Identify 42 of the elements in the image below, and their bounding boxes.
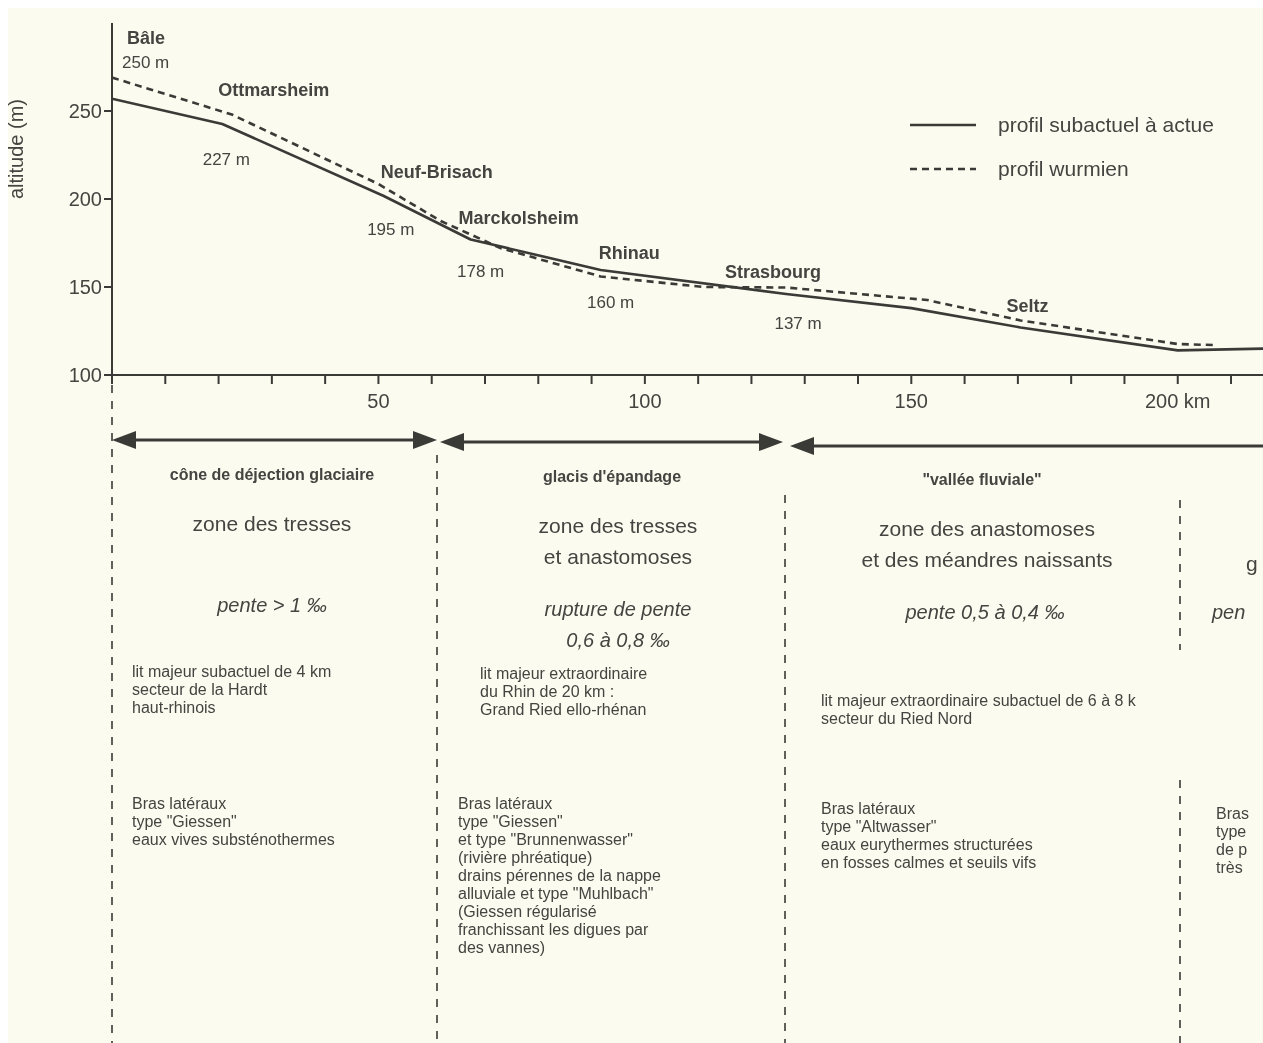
- text: glacis d'épandage: [542, 468, 682, 486]
- text: pente 0,5 à 0,4 ‰: [905, 600, 1065, 625]
- text: g: [1246, 551, 1258, 577]
- annotation: 160 m: [587, 292, 635, 313]
- annotation: 137 m: [774, 314, 822, 335]
- annotation: 178 m: [456, 262, 505, 283]
- annotation: 250 m: [122, 52, 170, 73]
- text: zone des anastomoses et des méandres naissants: [861, 516, 1113, 573]
- x-tick-label: 100: [628, 390, 662, 413]
- text: zone des tresses: [192, 511, 352, 537]
- annotation: Ottmarsheim: [218, 80, 330, 101]
- y-tick-label: 150: [68, 276, 102, 299]
- text: lit majeur extraordinaire subactuel de 6 à 8 k secteur du Ried Nord: [821, 692, 1136, 728]
- text: lit majeur extraordinaire du Rhin de 20 km : Grand Ried ello-rhénan: [480, 665, 648, 719]
- text: rupture de pente 0,6 à 0,8 ‰: [544, 597, 692, 653]
- annotation: Bâle: [127, 27, 166, 48]
- text: zone des tresses et anastomoses: [538, 513, 698, 570]
- text: Bras latéraux type "Giessen" eaux vives substénothermes: [132, 795, 335, 849]
- y-tick-label: 250: [68, 100, 102, 123]
- text: cône de déjection glaciaire: [169, 466, 375, 484]
- x-tick-label: 150: [894, 390, 928, 413]
- annotation: Rhinau: [598, 242, 660, 263]
- text: "vallée fluviale": [922, 471, 1042, 489]
- y-tick-label: 200: [68, 188, 102, 211]
- legend-label: profil subactuel à actue: [998, 113, 1214, 137]
- annotation: 195 m: [367, 220, 415, 240]
- text: Bras latéraux type "Altwasser" eaux eurythermes structurées en fosses calmes et seuils vifs: [821, 800, 1037, 872]
- text: Bras latéraux type "Giessen" et type "Brunnenwasser" (rivière phréatique) drains pérennes de la nappe alluviale et type "Muhlbach" (Giessen régularisé franchissant les digues par des vannes): [458, 795, 661, 956]
- annotation: 227 m: [202, 150, 250, 171]
- text: lit majeur subactuel de 4 km secteur de la Hardt haut-rhinois: [132, 663, 332, 717]
- annotation: Neuf-Brisach: [380, 162, 493, 182]
- y-tick-label: 100: [68, 364, 102, 387]
- annotation: Marckolsheim: [458, 208, 579, 229]
- y-axis-title: altitude (m): [5, 98, 28, 199]
- text: pen: [1212, 600, 1246, 625]
- annotation: Seltz: [1006, 296, 1049, 317]
- legend-label: profil wurmien: [998, 157, 1129, 181]
- text: Bras type de p très: [1216, 805, 1249, 877]
- annotation: Strasbourg: [725, 262, 822, 283]
- text: pente > 1 ‰: [217, 593, 327, 618]
- x-tick-label: 200 km: [1144, 390, 1211, 413]
- x-tick-label: 50: [367, 390, 390, 413]
